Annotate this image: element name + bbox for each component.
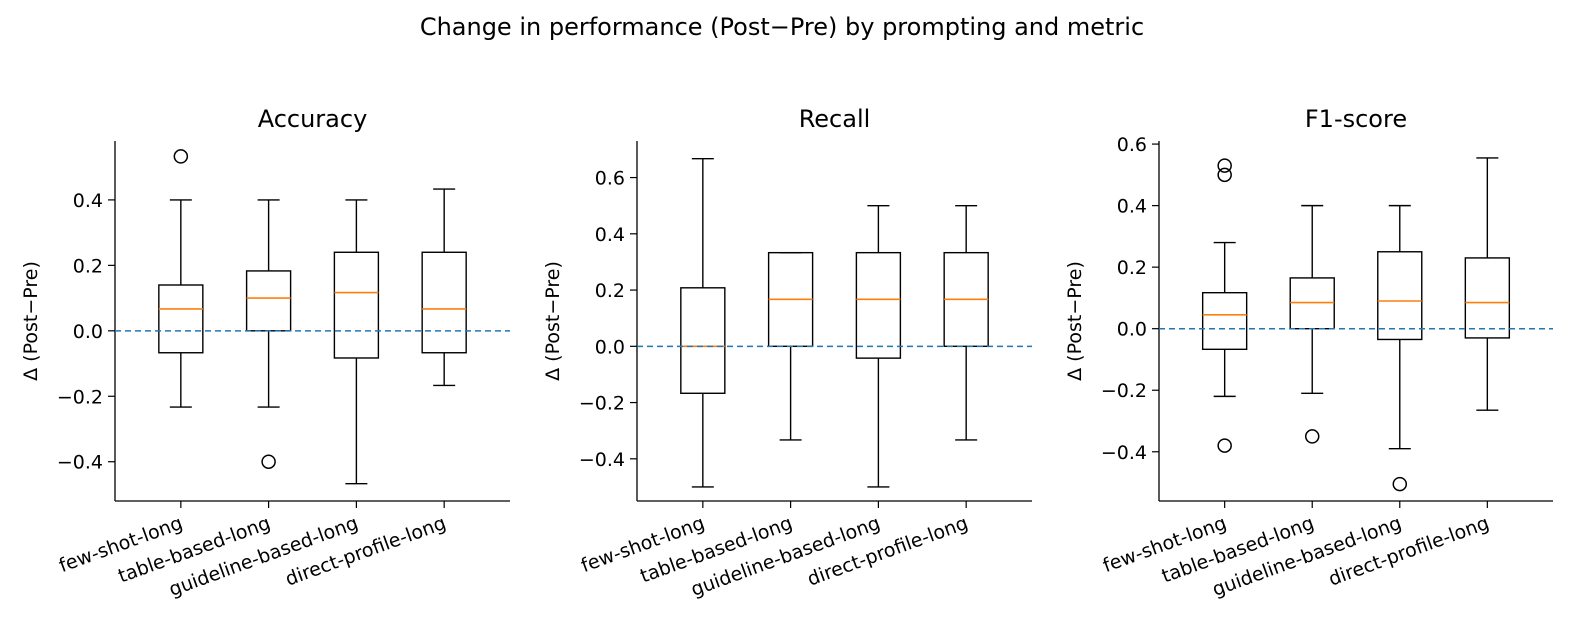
y-tick-label: 0.2: [1117, 257, 1147, 279]
panel-title: F1-score: [1305, 105, 1407, 133]
y-tick-label: 0.6: [1117, 134, 1147, 156]
y-tick-label: −0.4: [1101, 442, 1147, 464]
y-tick-label: 0.4: [73, 190, 103, 212]
y-tick-label: −0.4: [579, 449, 625, 471]
y-tick-label: 0.2: [73, 255, 103, 277]
iqr-box: [1201, 291, 1248, 351]
outlier-point: [1392, 476, 1408, 492]
y-tick-label: 0.0: [595, 336, 625, 358]
box-few-shot-long: [158, 149, 204, 408]
y-tick-label: 0.6: [595, 168, 625, 190]
box-few-shot-long: [680, 158, 726, 488]
iqr-box: [333, 251, 380, 359]
box-few-shot-long: [1201, 158, 1248, 453]
iqr-box: [855, 251, 902, 359]
y-axis-label: Δ (Post−Pre): [542, 261, 564, 381]
box-guideline-based-long: [1377, 204, 1423, 492]
y-tick-label: 0.0: [1117, 319, 1147, 341]
iqr-box: [1464, 257, 1511, 339]
outlier-point: [1304, 429, 1320, 444]
panel-title: Accuracy: [258, 105, 368, 133]
y-tick-label: 0.4: [595, 224, 625, 246]
y-axis-label: Δ (Post−Pre): [20, 261, 42, 381]
iqr-box: [421, 251, 467, 354]
y-tick-label: −0.2: [57, 386, 103, 408]
y-tick-label: 0.4: [1117, 196, 1147, 218]
panel-f1-score: F1-score Δ (Post−Pre) −0.4 −0.2 0.0 0.2 0.4 0.6…: [1064, 105, 1553, 601]
panel-title: Recall: [799, 105, 871, 133]
iqr-box: [245, 270, 292, 332]
outlier-point: [173, 149, 189, 164]
box-direct-profile-long: [943, 204, 989, 441]
outlier-point: [1217, 167, 1232, 183]
y-tick-label: −0.4: [57, 452, 103, 474]
y-tick-label: 0.2: [595, 280, 625, 302]
box-table-based-long: [1289, 204, 1335, 444]
y-tick-label: 0.0: [73, 321, 103, 343]
outlier-point: [1217, 158, 1232, 173]
box-guideline-based-long: [333, 199, 380, 485]
iqr-box: [680, 287, 726, 394]
y-tick-label: −0.2: [1101, 380, 1147, 402]
y-tick-label: −0.2: [579, 393, 625, 415]
outlier-point: [261, 454, 276, 469]
iqr-box: [1377, 251, 1423, 341]
box-direct-profile-long: [1464, 157, 1511, 411]
box-table-based-long: [245, 199, 292, 469]
y-axis-label: Δ (Post−Pre): [1064, 261, 1086, 381]
iqr-box: [158, 284, 204, 354]
outlier-point: [1217, 438, 1232, 453]
box-guideline-based-long: [855, 204, 902, 488]
figure-suptitle: Change in performance (Post−Pre) by prom…: [420, 13, 1144, 41]
box-direct-profile-long: [421, 188, 467, 387]
